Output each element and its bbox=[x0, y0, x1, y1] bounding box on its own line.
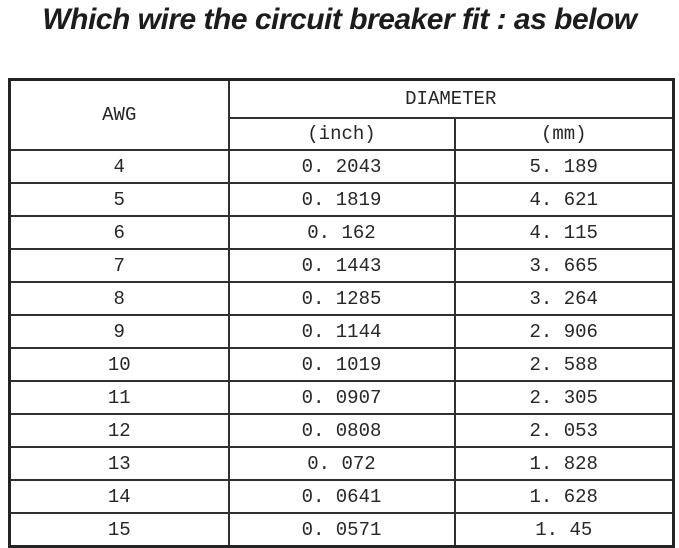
table-units-row: (inch) (mm) bbox=[10, 117, 675, 151]
header-diameter: DIAMETER bbox=[227, 78, 675, 119]
mm-value: 4. 115 bbox=[453, 215, 675, 250]
mm-value: 2. 906 bbox=[453, 314, 675, 349]
inch-value: 0. 1285 bbox=[227, 281, 456, 316]
inch-value: 0. 1019 bbox=[227, 347, 456, 382]
page-title: Which wire the circuit breaker fit : as … bbox=[42, 3, 637, 36]
inch-value: 0. 072 bbox=[227, 446, 456, 481]
mm-value: 2. 305 bbox=[453, 380, 675, 415]
inch-value: 0. 1819 bbox=[227, 182, 456, 217]
table-row: 4 0. 2043 5. 189 bbox=[8, 149, 675, 184]
mm-value: 4. 621 bbox=[453, 182, 675, 217]
header-inch: (inch) bbox=[227, 117, 456, 151]
awg-value: 14 bbox=[8, 479, 230, 514]
mm-value: 3. 264 bbox=[453, 281, 675, 316]
mm-value: 1. 628 bbox=[453, 479, 675, 514]
inch-value: 0. 0907 bbox=[227, 380, 456, 415]
awg-value: 12 bbox=[8, 413, 230, 448]
awg-value: 4 bbox=[8, 149, 230, 184]
mm-value: 2. 053 bbox=[453, 413, 675, 448]
mm-value: 1. 45 bbox=[453, 512, 675, 548]
inch-value: 0. 2043 bbox=[227, 149, 456, 184]
table-row: 15 0. 0571 1. 45 bbox=[8, 512, 675, 548]
table-header-row: AWG DIAMETER bbox=[8, 78, 675, 151]
awg-value: 6 bbox=[8, 215, 230, 250]
awg-value: 10 bbox=[8, 347, 230, 382]
table-row: 10 0. 1019 2. 588 bbox=[8, 347, 675, 382]
inch-value: 0. 0641 bbox=[227, 479, 456, 514]
table-row: 8 0. 1285 3. 264 bbox=[8, 281, 675, 316]
table-row: 12 0. 0808 2. 053 bbox=[8, 413, 675, 448]
awg-value: 9 bbox=[8, 314, 230, 349]
header-awg: AWG bbox=[8, 78, 230, 151]
table-row: 6 0. 162 4. 115 bbox=[8, 215, 675, 250]
table-row: 9 0. 1144 2. 906 bbox=[8, 314, 675, 349]
awg-value: 7 bbox=[8, 248, 230, 283]
table-row: 7 0. 1443 3. 665 bbox=[8, 248, 675, 283]
table-row: 5 0. 1819 4. 621 bbox=[8, 182, 675, 217]
inch-value: 0. 0808 bbox=[227, 413, 456, 448]
wire-gauge-table: AWG DIAMETER (inch) (mm) 4 0. 2043 5. 18… bbox=[8, 78, 675, 548]
table-row: 14 0. 0641 1. 628 bbox=[8, 479, 675, 514]
mm-value: 2. 588 bbox=[453, 347, 675, 382]
mm-value: 1. 828 bbox=[453, 446, 675, 481]
header-mm: (mm) bbox=[453, 117, 675, 151]
awg-value: 8 bbox=[8, 281, 230, 316]
table-row: 11 0. 0907 2. 305 bbox=[8, 380, 675, 415]
inch-value: 0. 0571 bbox=[227, 512, 456, 548]
inch-value: 0. 162 bbox=[227, 215, 456, 250]
inch-value: 0. 1144 bbox=[227, 314, 456, 349]
inch-value: 0. 1443 bbox=[227, 248, 456, 283]
awg-value: 13 bbox=[8, 446, 230, 481]
mm-value: 3. 665 bbox=[453, 248, 675, 283]
awg-value: 15 bbox=[8, 512, 230, 548]
table-row: 13 0. 072 1. 828 bbox=[8, 446, 675, 481]
awg-value: 11 bbox=[8, 380, 230, 415]
mm-value: 5. 189 bbox=[453, 149, 675, 184]
awg-value: 5 bbox=[8, 182, 230, 217]
